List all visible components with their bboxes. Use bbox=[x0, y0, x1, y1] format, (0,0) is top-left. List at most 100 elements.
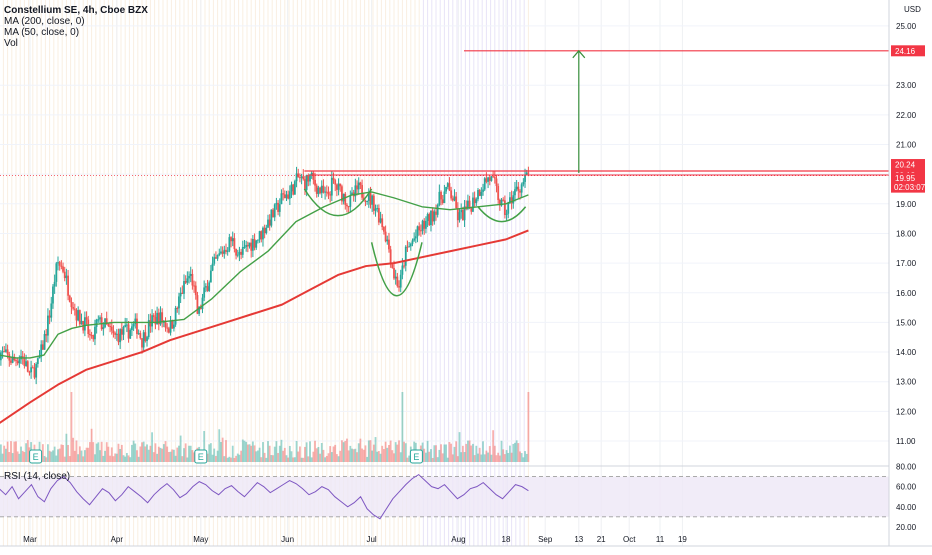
volume-bar bbox=[50, 452, 52, 462]
volume-bar bbox=[3, 446, 5, 462]
volume-bar bbox=[25, 443, 27, 462]
price-tick-label: 16.00 bbox=[896, 289, 917, 298]
volume-bar bbox=[81, 451, 83, 462]
volume-bar bbox=[475, 446, 477, 462]
candle-body bbox=[356, 185, 358, 189]
volume-bar bbox=[301, 458, 303, 462]
candle-body bbox=[185, 281, 187, 283]
volume-bar bbox=[312, 452, 314, 462]
candle-body bbox=[192, 274, 194, 286]
candle-body bbox=[141, 338, 143, 347]
candle-body bbox=[284, 194, 286, 198]
candle-body bbox=[521, 184, 523, 192]
candle-body bbox=[336, 185, 338, 190]
candle-body bbox=[282, 193, 284, 194]
volume-bar bbox=[507, 453, 509, 462]
volume-bar bbox=[306, 442, 308, 462]
candle-body bbox=[299, 177, 301, 178]
volume-bar bbox=[449, 442, 451, 462]
volume-bar bbox=[223, 456, 225, 462]
indicator-ma200[interactable]: MA (200, close, 0) bbox=[4, 16, 148, 27]
volume-bar bbox=[482, 441, 484, 462]
candle-body bbox=[472, 198, 474, 212]
candle-body bbox=[69, 296, 71, 302]
candle-body bbox=[178, 296, 180, 308]
volume-bar bbox=[281, 440, 283, 462]
candle-body bbox=[5, 349, 7, 351]
candle-body bbox=[482, 190, 484, 192]
candle-body bbox=[289, 191, 291, 198]
candle-body bbox=[228, 237, 230, 250]
candle-body bbox=[203, 287, 205, 297]
candle-body bbox=[507, 202, 509, 213]
candle-body bbox=[215, 257, 217, 259]
volume-bar bbox=[343, 442, 345, 462]
volume-bar bbox=[62, 445, 64, 462]
volume-bar bbox=[447, 458, 449, 462]
volume-bar bbox=[264, 453, 266, 462]
time-tick-label: 18 bbox=[502, 535, 511, 544]
time-tick-label: Sep bbox=[538, 535, 553, 544]
candle-body bbox=[180, 293, 182, 297]
volume-bar bbox=[239, 455, 241, 462]
volume-bar bbox=[462, 446, 464, 462]
candle-body bbox=[334, 180, 336, 184]
volume-bar bbox=[371, 451, 373, 462]
candle-body bbox=[292, 185, 294, 195]
volume-bar bbox=[509, 446, 511, 462]
indicator-volume[interactable]: Vol bbox=[4, 38, 148, 49]
volume-bar bbox=[218, 429, 220, 462]
candle-body bbox=[296, 173, 298, 181]
price-tick-label: 19.00 bbox=[896, 200, 917, 209]
candle-body bbox=[435, 212, 437, 215]
candle-body bbox=[0, 353, 2, 361]
candle-body bbox=[18, 359, 20, 363]
candle-body bbox=[264, 228, 266, 233]
volume-bar bbox=[123, 455, 125, 462]
volume-bar bbox=[517, 443, 519, 462]
indicator-ma50[interactable]: MA (50, close, 0) bbox=[4, 27, 148, 38]
candle-body bbox=[151, 315, 153, 326]
candle-body bbox=[64, 272, 66, 278]
volume-bar bbox=[396, 445, 398, 462]
volume-bar bbox=[467, 441, 469, 462]
candle-body bbox=[307, 175, 309, 182]
candle-body bbox=[217, 255, 219, 259]
volume-bar bbox=[163, 444, 165, 462]
volume-bar bbox=[334, 445, 336, 462]
volume-bar bbox=[400, 452, 402, 462]
candle-body bbox=[494, 177, 496, 179]
volume-bar bbox=[260, 457, 262, 462]
volume-bar bbox=[13, 442, 15, 462]
volume-bar bbox=[186, 457, 188, 462]
candle-body bbox=[383, 227, 385, 232]
volume-bar bbox=[148, 450, 150, 462]
volume-bar bbox=[255, 451, 257, 462]
volume-bar bbox=[175, 456, 177, 462]
candle-body bbox=[129, 330, 131, 339]
earnings-marker: E bbox=[410, 450, 422, 463]
candle-body bbox=[311, 173, 313, 175]
candle-body bbox=[57, 262, 59, 263]
volume-bar bbox=[170, 452, 172, 462]
volume-bar bbox=[64, 457, 66, 462]
time-tick-label: Mar bbox=[23, 535, 37, 544]
candle-body bbox=[32, 367, 34, 368]
candle-body bbox=[170, 321, 172, 333]
candle-body bbox=[331, 178, 333, 196]
volume-bar bbox=[405, 443, 407, 462]
price-tick-label: 13.00 bbox=[896, 378, 917, 387]
candle-body bbox=[427, 214, 429, 221]
volume-bar bbox=[496, 455, 498, 462]
candle-body bbox=[360, 183, 362, 185]
candle-body bbox=[44, 334, 46, 350]
volume-bar bbox=[267, 441, 269, 462]
volume-bar bbox=[234, 458, 236, 462]
candle-body bbox=[489, 177, 491, 180]
candle-body bbox=[449, 183, 451, 190]
volume-bar bbox=[254, 445, 256, 462]
candle-body bbox=[491, 176, 493, 181]
volume-bar bbox=[408, 456, 410, 462]
volume-bar bbox=[381, 446, 383, 462]
